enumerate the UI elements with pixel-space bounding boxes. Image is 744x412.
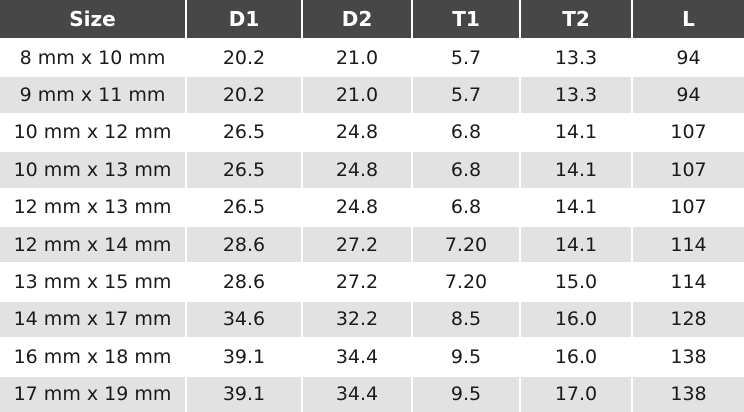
header-cell: D2 — [301, 0, 412, 39]
table-cell: 114 — [631, 262, 744, 301]
table-cell: 14.1 — [519, 187, 632, 226]
header-cell: Size — [0, 0, 186, 39]
table-cell: 24.8 — [301, 150, 412, 189]
table-cell: 14.1 — [519, 224, 632, 264]
table-cell: 6.8 — [411, 150, 520, 189]
table-cell: 24.8 — [301, 187, 412, 226]
table-cell: 16.0 — [519, 299, 632, 339]
table-row: 14 mm x 17 mm 34.6 32.2 8.5 16.0 128 — [0, 299, 744, 339]
table-cell: 34.4 — [301, 374, 412, 412]
header-cell: D1 — [185, 0, 302, 39]
header-cell: T2 — [519, 0, 632, 39]
table-cell: 8 mm x 10 mm — [0, 37, 186, 77]
table-row: 8 mm x 10 mm 20.2 21.0 5.7 13.3 94 — [0, 37, 744, 77]
table-cell: 13 mm x 15 mm — [0, 262, 186, 301]
table-cell: 107 — [631, 150, 744, 189]
table-cell: 5.7 — [411, 37, 520, 77]
table-cell: 8.5 — [411, 299, 520, 339]
table-cell: 24.8 — [301, 112, 412, 152]
table-cell: 15.0 — [519, 262, 632, 301]
table-cell: 94 — [631, 37, 744, 77]
table-cell: 14.1 — [519, 112, 632, 152]
table-cell: 94 — [631, 75, 744, 114]
table-cell: 12 mm x 13 mm — [0, 187, 186, 226]
table-cell: 6.8 — [411, 112, 520, 152]
table-cell: 20.2 — [185, 37, 302, 77]
header-row: Size D1 D2 T1 T2 L — [0, 0, 744, 39]
table-cell: 28.6 — [185, 224, 302, 264]
table-cell: 14 mm x 17 mm — [0, 299, 186, 339]
table-cell: 39.1 — [185, 374, 302, 412]
table-cell: 7.20 — [411, 224, 520, 264]
table-cell: 6.8 — [411, 187, 520, 226]
table-cell: 34.4 — [301, 337, 412, 376]
table-cell: 138 — [631, 374, 744, 412]
table-cell: 27.2 — [301, 224, 412, 264]
table-cell: 20.2 — [185, 75, 302, 114]
table-cell: 14.1 — [519, 150, 632, 189]
table-cell: 107 — [631, 187, 744, 226]
table-cell: 9.5 — [411, 337, 520, 376]
table-cell: 17 mm x 19 mm — [0, 374, 186, 412]
table-cell: 107 — [631, 112, 744, 152]
table-cell: 5.7 — [411, 75, 520, 114]
table-cell: 21.0 — [301, 37, 412, 77]
table-cell: 32.2 — [301, 299, 412, 339]
table-body: 8 mm x 10 mm 20.2 21.0 5.7 13.3 94 9 mm x 11 m… — [0, 37, 744, 412]
table-header: Size D1 D2 T1 T2 L — [0, 0, 744, 39]
table-cell: 26.5 — [185, 112, 302, 152]
table-cell: 39.1 — [185, 337, 302, 376]
table-row: 17 mm x 19 mm 39.1 34.4 9.5 17.0 138 — [0, 374, 744, 412]
header-cell: L — [631, 0, 744, 39]
table-row: 13 mm x 15 mm 28.6 27.2 7.20 15.0 114 — [0, 262, 744, 301]
table-cell: 26.5 — [185, 187, 302, 226]
header-cell: T1 — [411, 0, 520, 39]
table-row: 10 mm x 12 mm 26.5 24.8 6.8 14.1 107 — [0, 112, 744, 152]
table-row: 10 mm x 13 mm 26.5 24.8 6.8 14.1 107 — [0, 150, 744, 189]
table-cell: 16.0 — [519, 337, 632, 376]
table-row: 12 mm x 13 mm 26.5 24.8 6.8 14.1 107 — [0, 187, 744, 226]
table-cell: 26.5 — [185, 150, 302, 189]
table-cell: 21.0 — [301, 75, 412, 114]
table-cell: 16 mm x 18 mm — [0, 337, 186, 376]
table-cell: 27.2 — [301, 262, 412, 301]
table-cell: 12 mm x 14 mm — [0, 224, 186, 264]
table-row: 16 mm x 18 mm 39.1 34.4 9.5 16.0 138 — [0, 337, 744, 376]
table-cell: 10 mm x 13 mm — [0, 150, 186, 189]
table-cell: 10 mm x 12 mm — [0, 112, 186, 152]
table-cell: 128 — [631, 299, 744, 339]
table-cell: 34.6 — [185, 299, 302, 339]
table-cell: 7.20 — [411, 262, 520, 301]
table-cell: 13.3 — [519, 37, 632, 77]
table-cell: 9 mm x 11 mm — [0, 75, 186, 114]
table-row: 9 mm x 11 mm 20.2 21.0 5.7 13.3 94 — [0, 75, 744, 114]
table-cell: 9.5 — [411, 374, 520, 412]
table-cell: 13.3 — [519, 75, 632, 114]
table-cell: 17.0 — [519, 374, 632, 412]
table-row: 12 mm x 14 mm 28.6 27.2 7.20 14.1 114 — [0, 224, 744, 264]
table-cell: 28.6 — [185, 262, 302, 301]
table-cell: 114 — [631, 224, 744, 264]
table-cell: 138 — [631, 337, 744, 376]
